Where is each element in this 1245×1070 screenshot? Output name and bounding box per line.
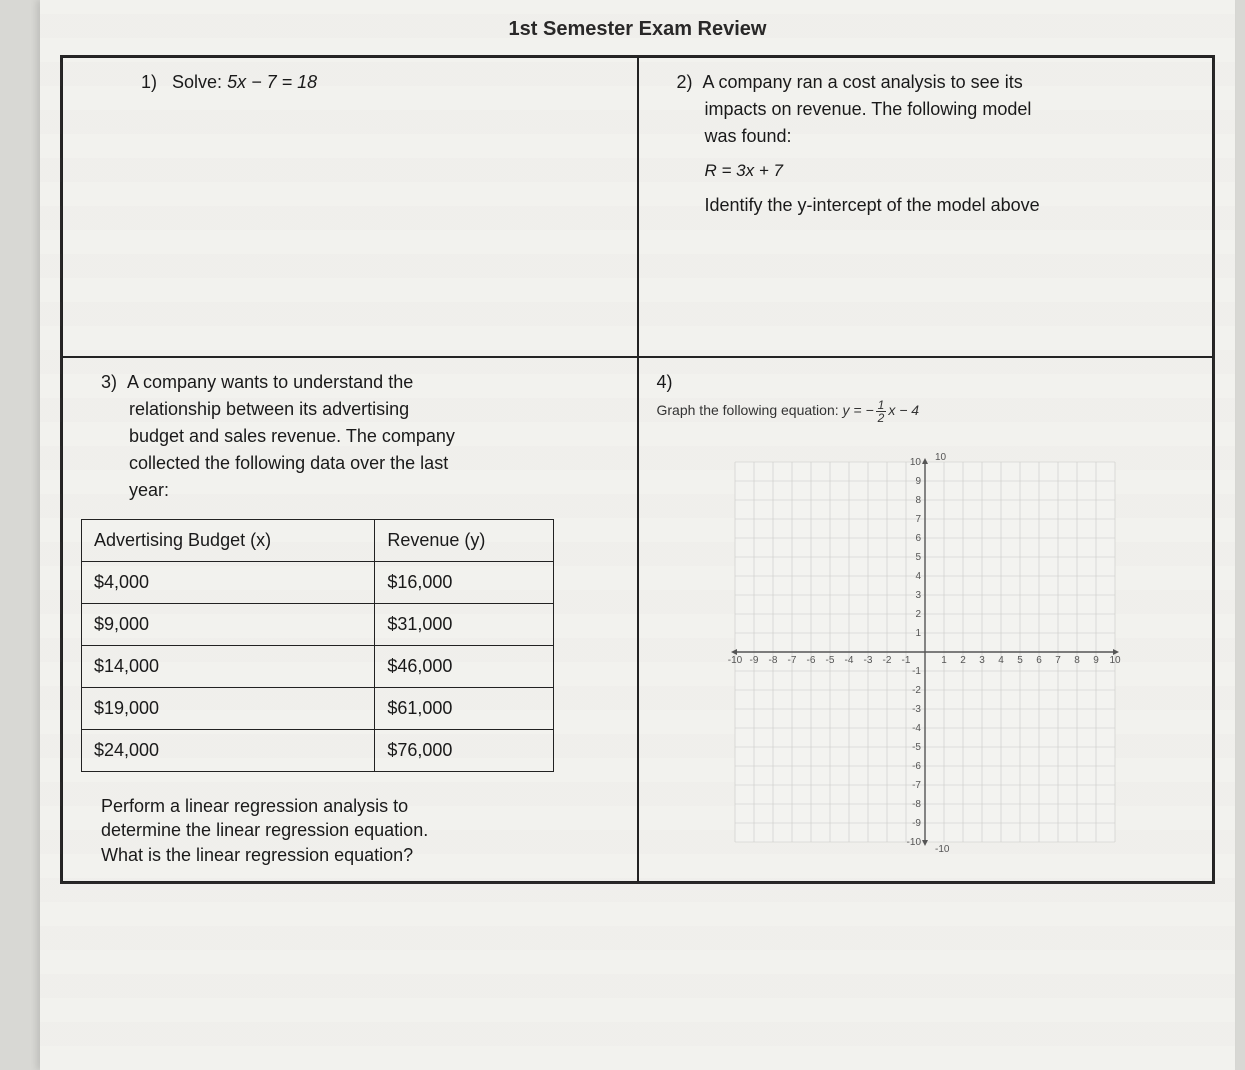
svg-text:5: 5: [916, 552, 922, 563]
svg-text:6: 6: [916, 533, 922, 544]
svg-text:6: 6: [1036, 655, 1042, 666]
svg-text:8: 8: [1074, 655, 1080, 666]
q1-prompt-prefix: Solve:: [172, 72, 227, 92]
question-4: 4) Graph the following equation: y = −12…: [638, 357, 1214, 882]
svg-text:-7: -7: [912, 780, 921, 791]
svg-text:7: 7: [1055, 655, 1061, 666]
svg-text:1: 1: [941, 655, 947, 666]
q3-l2: relationship between its advertising: [101, 399, 619, 420]
cell: $31,000: [375, 604, 554, 646]
cell: $4,000: [82, 562, 375, 604]
q3-l3: budget and sales revenue. The company: [101, 426, 619, 447]
q3-l1: A company wants to understand the: [127, 372, 413, 392]
svg-text:-9: -9: [750, 655, 759, 666]
cell: $76,000: [375, 730, 554, 772]
svg-text:-6: -6: [912, 761, 921, 772]
worksheet-sheet: 1st Semester Exam Review 1) Solve: 5x − …: [40, 0, 1235, 1070]
q2-l1: A company ran a cost analysis to see its: [703, 72, 1023, 92]
svg-text:-4: -4: [845, 655, 854, 666]
table-row: $14,000$46,000: [82, 646, 554, 688]
cell: $61,000: [375, 688, 554, 730]
q2-l2: impacts on revenue. The following model: [677, 99, 1195, 120]
svg-text:-2: -2: [912, 685, 921, 696]
table-row: $4,000$16,000: [82, 562, 554, 604]
table-row: $24,000$76,000: [82, 730, 554, 772]
q3-l5: year:: [101, 480, 619, 501]
q3-followup: Perform a linear regression analysis to …: [101, 794, 619, 867]
svg-text:3: 3: [916, 590, 922, 601]
svg-text:10: 10: [935, 452, 947, 463]
cell: $24,000: [82, 730, 375, 772]
svg-text:-5: -5: [912, 742, 921, 753]
svg-text:-10: -10: [728, 655, 743, 666]
q2-equation: R = 3x + 7: [705, 161, 1195, 181]
svg-text:-3: -3: [912, 704, 921, 715]
svg-text:-8: -8: [912, 799, 921, 810]
svg-text:-1: -1: [902, 655, 911, 666]
svg-text:-3: -3: [864, 655, 873, 666]
cell: $14,000: [82, 646, 375, 688]
q4-den: 2: [876, 412, 887, 424]
svg-text:-7: -7: [788, 655, 797, 666]
q3-number: 3): [101, 372, 117, 392]
svg-text:2: 2: [960, 655, 966, 666]
svg-text:2: 2: [916, 609, 922, 620]
svg-text:-9: -9: [912, 818, 921, 829]
svg-text:1: 1: [916, 628, 922, 639]
q4-graph: -10-9-8-7-6-5-4-3-2-112345678910-10-9-8-…: [657, 442, 1195, 862]
q4-prompt-prefix: Graph the following equation:: [657, 402, 843, 418]
table-header-row: Advertising Budget (x) Revenue (y): [82, 520, 554, 562]
svg-text:-4: -4: [912, 723, 921, 734]
svg-text:-1: -1: [912, 666, 921, 677]
svg-text:9: 9: [1093, 655, 1099, 666]
q3-l4: collected the following data over the la…: [101, 453, 619, 474]
svg-text:-5: -5: [826, 655, 835, 666]
table-row: $9,000$31,000: [82, 604, 554, 646]
q2-followup: Identify the y-intercept of the model ab…: [677, 195, 1195, 216]
svg-text:9: 9: [916, 476, 922, 487]
question-1: 1) Solve: 5x − 7 = 18: [62, 57, 638, 357]
q1-number: 1): [141, 72, 157, 92]
q2-l3: was found:: [677, 126, 1195, 147]
cell: $16,000: [375, 562, 554, 604]
svg-text:7: 7: [916, 514, 922, 525]
cell: $46,000: [375, 646, 554, 688]
q1-equation: 5x − 7 = 18: [227, 72, 317, 92]
q4-eq-lhs: y = −: [843, 402, 874, 418]
page-title: 1st Semester Exam Review: [60, 18, 1215, 41]
svg-text:10: 10: [910, 457, 922, 468]
coordinate-grid: -10-9-8-7-6-5-4-3-2-112345678910-10-9-8-…: [715, 442, 1135, 862]
svg-text:-10: -10: [907, 837, 922, 848]
q3-f2: determine the linear regression equation…: [101, 818, 619, 842]
svg-text:-8: -8: [769, 655, 778, 666]
col2-header: Revenue (y): [375, 520, 554, 562]
svg-text:8: 8: [916, 495, 922, 506]
question-3: 3) A company wants to understand the rel…: [62, 357, 638, 882]
question-grid: 1) Solve: 5x − 7 = 18 2) A company ran a…: [60, 55, 1215, 884]
svg-text:4: 4: [916, 571, 922, 582]
svg-text:-2: -2: [883, 655, 892, 666]
q4-number: 4): [657, 372, 673, 392]
svg-text:5: 5: [1017, 655, 1023, 666]
col1-header: Advertising Budget (x): [82, 520, 375, 562]
cell: $9,000: [82, 604, 375, 646]
svg-text:-10: -10: [935, 844, 950, 855]
svg-text:3: 3: [979, 655, 985, 666]
q3-table: Advertising Budget (x) Revenue (y) $4,00…: [81, 519, 619, 772]
q4-fraction: 12: [876, 399, 887, 424]
q3-f3: What is the linear regression equation?: [101, 843, 619, 867]
svg-text:4: 4: [998, 655, 1004, 666]
cell: $19,000: [82, 688, 375, 730]
q4-prompt: Graph the following equation: y = −12x −…: [657, 399, 1195, 424]
svg-text:-6: -6: [807, 655, 816, 666]
question-2: 2) A company ran a cost analysis to see …: [638, 57, 1214, 357]
q2-number: 2): [677, 72, 693, 92]
q4-eq-rhs: x − 4: [888, 402, 919, 418]
table-row: $19,000$61,000: [82, 688, 554, 730]
q3-f1: Perform a linear regression analysis to: [101, 794, 619, 818]
svg-text:10: 10: [1110, 655, 1122, 666]
